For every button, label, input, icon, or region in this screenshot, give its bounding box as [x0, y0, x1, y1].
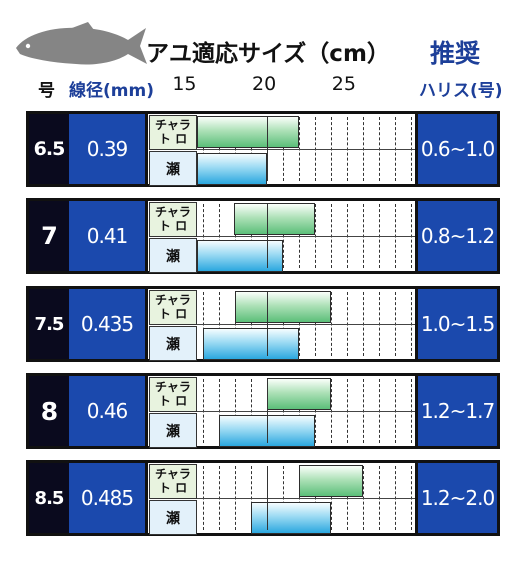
size-value: 8.5	[29, 463, 69, 533]
line-diameter-value: 0.485	[69, 463, 148, 533]
size-header: 号	[38, 81, 55, 101]
fish-icon	[16, 22, 147, 65]
harisu-value: 1.0~1.5	[415, 289, 497, 359]
x-tick-label: 25	[331, 73, 356, 95]
harisu-value: 0.8~1.2	[415, 201, 497, 271]
harisu-value: 0.6~1.0	[415, 114, 497, 184]
line-diameter-value: 0.39	[69, 114, 148, 184]
se-bar	[197, 240, 284, 272]
row-divider	[197, 498, 417, 499]
se-label: 瀬	[149, 413, 197, 448]
harisu-value: 1.2~2.0	[415, 463, 497, 533]
x-tick-label: 15	[172, 73, 197, 95]
se-bar	[251, 502, 331, 534]
chart-title: アユ適応サイズ（cm）	[146, 41, 390, 67]
chara-toro-bar	[197, 116, 300, 148]
se-bar	[219, 415, 315, 447]
row-divider	[197, 324, 417, 325]
chara-toro-label: チャラ ト ロ	[149, 377, 197, 412]
line-diameter-value: 0.41	[69, 201, 148, 271]
recommend-title: 推奨	[430, 39, 481, 68]
marker-20	[267, 117, 269, 181]
row-divider	[197, 236, 417, 237]
size-row: 8 0.46 チャラ ト ロ瀬 1.2~1.7	[26, 373, 500, 449]
row-divider	[197, 411, 417, 412]
chara-toro-bar	[299, 465, 363, 497]
chara-toro-bar	[235, 291, 331, 323]
size-value: 7	[29, 201, 69, 271]
size-value: 6.5	[29, 114, 69, 184]
size-value: 7.5	[29, 289, 69, 359]
line-diameter-value: 0.435	[69, 289, 148, 359]
marker-20	[267, 379, 269, 443]
chara-toro-label: チャラ ト ロ	[149, 464, 197, 499]
line-diameter-value: 0.46	[69, 376, 148, 446]
marker-20	[267, 204, 269, 268]
se-label: 瀬	[149, 326, 197, 361]
size-row: 7.5 0.435 チャラ ト ロ瀬 1.0~1.5	[26, 286, 500, 362]
se-label: 瀬	[149, 500, 197, 535]
se-bar	[197, 153, 268, 185]
harisu-value: 1.2~1.7	[415, 376, 497, 446]
chara-toro-bar	[233, 203, 315, 235]
se-label: 瀬	[149, 151, 197, 186]
line-diameter-header: 線径(mm)	[69, 81, 154, 101]
size-row: 7 0.41 チャラ ト ロ瀬 0.8~1.2	[26, 198, 500, 274]
row-divider	[197, 149, 417, 150]
chara-toro-label: チャラ ト ロ	[149, 290, 197, 325]
size-row: 8.5 0.485 チャラ ト ロ瀬 1.2~2.0	[26, 460, 500, 536]
chara-toro-label: チャラ ト ロ	[149, 202, 197, 237]
size-value: 8	[29, 376, 69, 446]
se-bar	[203, 328, 300, 360]
size-row: 6.5 0.39 チャラ ト ロ瀬 0.6~1.0	[26, 111, 500, 187]
harisu-header: ハリス(号)	[419, 81, 503, 101]
x-tick-label: 20	[252, 73, 277, 95]
se-label: 瀬	[149, 238, 197, 273]
marker-20	[267, 466, 269, 530]
chara-toro-label: チャラ ト ロ	[149, 115, 197, 150]
marker-20	[267, 292, 269, 356]
chara-toro-bar	[267, 378, 331, 410]
